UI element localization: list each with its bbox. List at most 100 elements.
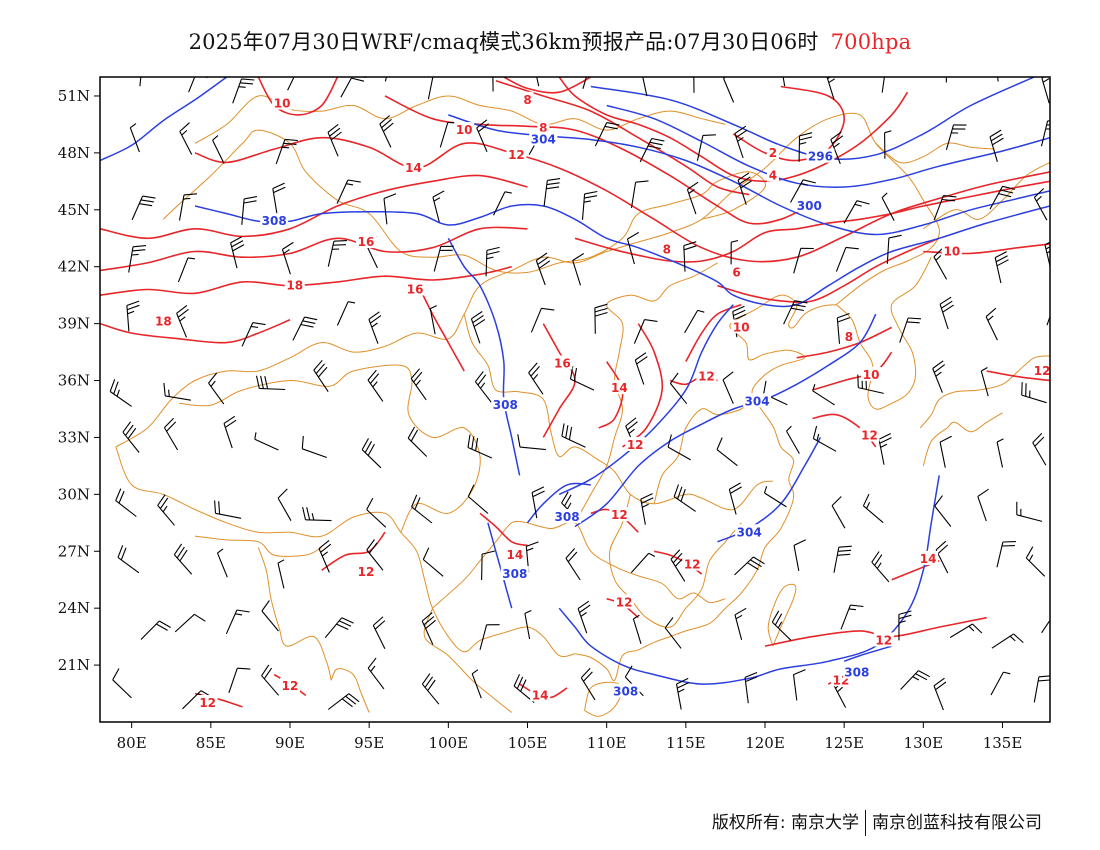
wind-barb (281, 241, 294, 275)
height-contour-line (447, 237, 521, 476)
contour-label-bg (731, 319, 752, 334)
wind-barb (524, 609, 532, 640)
contour-label: 14 (506, 548, 523, 562)
wind-barb (531, 486, 545, 519)
wind-barb (1041, 619, 1050, 634)
contour-label: 308 (555, 510, 580, 524)
wind-barb (686, 181, 699, 215)
wind-barb (543, 178, 561, 207)
contour-label-bg (454, 122, 475, 137)
wind-barb (945, 124, 967, 151)
wind-barb (292, 316, 318, 341)
wind-barb (932, 360, 946, 393)
contour-label-bg (614, 594, 635, 609)
wind-barb (669, 372, 688, 405)
contour-label-bg (766, 167, 779, 182)
wind-barb (634, 352, 648, 385)
wind-barb (744, 671, 758, 704)
contour-label-bg (284, 277, 305, 292)
temperature-contour-line (717, 237, 940, 304)
wind-barb (667, 434, 691, 461)
wind-barb (1046, 314, 1050, 326)
border-line (179, 364, 481, 533)
contour-label-bg (660, 241, 673, 256)
contour-label-bg (500, 566, 529, 581)
wind-barb (675, 677, 690, 710)
contour-label: 304 (745, 394, 770, 408)
contour-label-bg (553, 509, 582, 524)
temperature-contour-line (479, 512, 528, 547)
latitude-tick-label: 45N (58, 201, 90, 219)
wind-barb (565, 548, 581, 581)
contour-label-bg (941, 243, 962, 258)
wind-barb (223, 415, 237, 449)
wind-barb (439, 121, 455, 148)
temperature-contour-line (100, 174, 528, 240)
contour-label: 308 (262, 214, 287, 228)
contour-label: 8 (523, 93, 531, 107)
wind-barb (230, 236, 245, 269)
wind-barb (361, 438, 382, 469)
wind-barb (884, 130, 892, 159)
wind-barb (176, 304, 189, 338)
temperature-contour-line (796, 326, 893, 359)
contour-label-bg (521, 91, 534, 106)
wind-barb (367, 369, 384, 402)
temperature-contour-line (415, 281, 465, 372)
wind-barb (793, 247, 814, 274)
wind-barb (594, 122, 620, 147)
wind-barb (372, 616, 386, 649)
longitude-tick-label: 100E (429, 734, 469, 752)
wind-barb (327, 240, 347, 267)
temperature-contour-line (986, 370, 1050, 382)
wind-barb (812, 384, 835, 406)
wind-barb (878, 433, 892, 465)
wind-barb (112, 668, 132, 699)
height-contour-line (526, 482, 591, 524)
temperature-contour-line (574, 180, 1050, 263)
wind-barb (336, 301, 356, 326)
wind-barb (881, 192, 895, 221)
contour-label-bg (405, 281, 426, 296)
contour-label: 12 (1034, 364, 1051, 378)
contour-label: 12 (698, 370, 715, 384)
contour-label: 10 (274, 97, 291, 111)
wind-barb (126, 300, 140, 332)
border-line (574, 262, 718, 524)
contour-label: 12 (875, 633, 892, 647)
wind-barb (771, 610, 792, 641)
wind-barb (728, 482, 742, 515)
wind-barb (939, 435, 952, 468)
wind-barb (734, 607, 747, 641)
border-line (923, 161, 1050, 230)
contour-label-bg (609, 380, 630, 395)
wind-barb (577, 600, 591, 634)
contour-label-bg (795, 198, 824, 212)
latitude-tick-label: 36N (58, 372, 90, 390)
wind-barb (670, 549, 686, 582)
wind-barb (536, 77, 540, 87)
wind-barb (782, 77, 786, 87)
contour-label: 304 (737, 525, 762, 539)
contour-label: 8 (539, 121, 547, 135)
wind-barb (561, 423, 586, 448)
wind-barb (881, 77, 885, 93)
contour-label: 18 (155, 315, 172, 329)
border-line (194, 535, 322, 557)
wind-barb (232, 78, 255, 104)
contour-label: 4 (769, 169, 777, 183)
wind-barb (422, 547, 444, 577)
wind-barb (407, 426, 428, 457)
wind-barb (786, 425, 800, 454)
wind-barb (793, 539, 807, 572)
wind-barb (432, 190, 445, 223)
contour-label-bg (491, 397, 520, 412)
border-line (257, 547, 332, 681)
wind-barb (640, 493, 654, 525)
wind-barb (994, 251, 1009, 284)
contour-label-bg (918, 550, 939, 565)
height-contour-line (487, 522, 513, 609)
contour-label-bg (403, 160, 424, 175)
